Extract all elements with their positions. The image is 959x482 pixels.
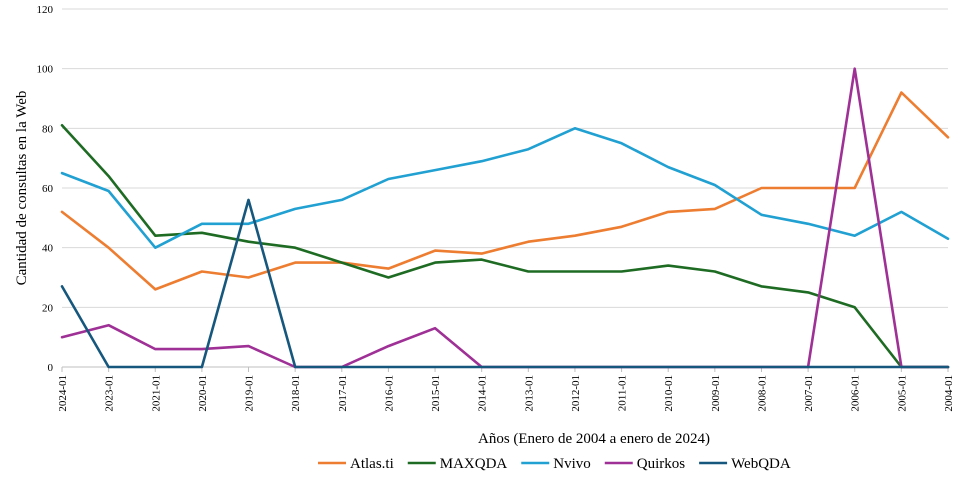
x-tick-label: 2019-01 xyxy=(244,375,256,412)
y-tick-label: 60 xyxy=(42,183,54,195)
x-tick-label: 2023-01 xyxy=(104,375,116,412)
x-tick-label: 2008-01 xyxy=(756,375,768,412)
legend-label: Quirkos xyxy=(637,456,685,472)
legend-label: MAXQDA xyxy=(440,456,508,472)
x-tick-label: 2020-01 xyxy=(197,375,209,412)
y-tick-label: 120 xyxy=(37,4,54,16)
x-tick-label: 2017-01 xyxy=(337,375,349,412)
x-tick-label: 2012-01 xyxy=(570,375,582,412)
x-tick-label: 2018-01 xyxy=(290,375,302,412)
x-tick-label: 2010-01 xyxy=(663,375,675,412)
x-tick-label: 2005-01 xyxy=(896,375,908,412)
y-tick-label: 80 xyxy=(42,123,54,135)
series-line-maxqda xyxy=(60,124,950,369)
series-line-webqda xyxy=(60,198,950,369)
y-axis-ticks: 0 20 40 60 80 100 120 xyxy=(37,4,54,374)
legend-label: Atlas.ti xyxy=(350,456,394,472)
x-tick-label: 2011-01 xyxy=(617,375,629,411)
x-tick-label: 2007-01 xyxy=(803,375,815,412)
legend-label: WebQDA xyxy=(731,456,791,472)
y-tick-label: 20 xyxy=(42,302,54,314)
y-tick-label: 100 xyxy=(37,64,54,76)
x-tick-label: 2021-01 xyxy=(150,375,162,412)
y-tick-label: 40 xyxy=(42,243,54,255)
x-tick-label: 2024-01 xyxy=(57,375,69,412)
x-axis-title: Años (Enero de 2004 a enero de 2024) xyxy=(478,431,710,447)
x-tick-label: 2006-01 xyxy=(850,375,862,412)
x-tick-label: 2014-01 xyxy=(477,375,489,412)
series-line-quirkos xyxy=(60,67,950,369)
x-tick-label: 2015-01 xyxy=(430,375,442,412)
series-line-nvivo xyxy=(60,127,950,249)
series-line-atlas-ti xyxy=(60,91,950,291)
x-tick-label: 2016-01 xyxy=(383,375,395,412)
y-axis-title: Cantidad de consultas en la Web xyxy=(14,91,30,286)
x-axis-ticks: 2024-01 2023-01 2021-01 2020-01 2019-01 2018-… xyxy=(57,367,955,412)
x-tick-label: 2013-01 xyxy=(523,375,535,412)
legend-label: Nvivo xyxy=(553,456,591,472)
x-tick-label: 2009-01 xyxy=(710,375,722,412)
series-lines xyxy=(60,67,950,369)
legend: Atlas.ti MAXQDA Nvivo Quirkos WebQDA xyxy=(318,456,791,472)
y-tick-label: 0 xyxy=(48,362,54,374)
x-tick-label: 2004-01 xyxy=(943,375,955,412)
